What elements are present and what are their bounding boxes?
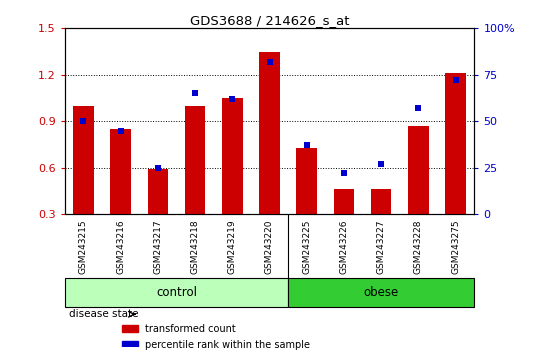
Text: control: control xyxy=(156,286,197,299)
Bar xyxy=(259,52,280,214)
Bar xyxy=(73,106,94,214)
Text: GSM243228: GSM243228 xyxy=(414,219,423,274)
Bar xyxy=(222,98,243,214)
Text: GSM243225: GSM243225 xyxy=(302,219,311,274)
Bar xyxy=(110,129,131,214)
Bar xyxy=(334,189,354,214)
Point xyxy=(79,118,88,124)
Bar xyxy=(408,126,429,214)
Text: disease state: disease state xyxy=(69,309,139,319)
Bar xyxy=(122,341,139,348)
Point xyxy=(414,105,423,111)
Text: GSM243218: GSM243218 xyxy=(190,219,199,274)
Point xyxy=(228,96,237,102)
Point xyxy=(191,91,199,96)
Bar xyxy=(296,148,317,214)
Text: obese: obese xyxy=(364,286,399,299)
Text: GSM243216: GSM243216 xyxy=(116,219,125,274)
Text: GSM243215: GSM243215 xyxy=(79,219,88,274)
Bar xyxy=(371,189,391,214)
Text: percentile rank within the sample: percentile rank within the sample xyxy=(144,340,309,350)
Point xyxy=(154,165,162,171)
Title: GDS3688 / 214626_s_at: GDS3688 / 214626_s_at xyxy=(190,14,349,27)
Text: GSM243219: GSM243219 xyxy=(228,219,237,274)
Point xyxy=(377,161,385,167)
Text: transformed count: transformed count xyxy=(144,324,236,334)
Bar xyxy=(288,278,474,307)
Point xyxy=(340,170,348,176)
Bar xyxy=(185,106,205,214)
Bar xyxy=(65,278,288,307)
Bar xyxy=(445,73,466,214)
Bar xyxy=(148,169,168,214)
Text: GSM243275: GSM243275 xyxy=(451,219,460,274)
Text: GSM243227: GSM243227 xyxy=(377,219,386,274)
Text: GSM243226: GSM243226 xyxy=(340,219,349,274)
Point xyxy=(116,128,125,133)
Point xyxy=(302,143,311,148)
Bar xyxy=(122,325,139,332)
Text: GSM243217: GSM243217 xyxy=(153,219,162,274)
Text: GSM243220: GSM243220 xyxy=(265,219,274,274)
Point xyxy=(265,59,274,65)
Point xyxy=(451,78,460,83)
